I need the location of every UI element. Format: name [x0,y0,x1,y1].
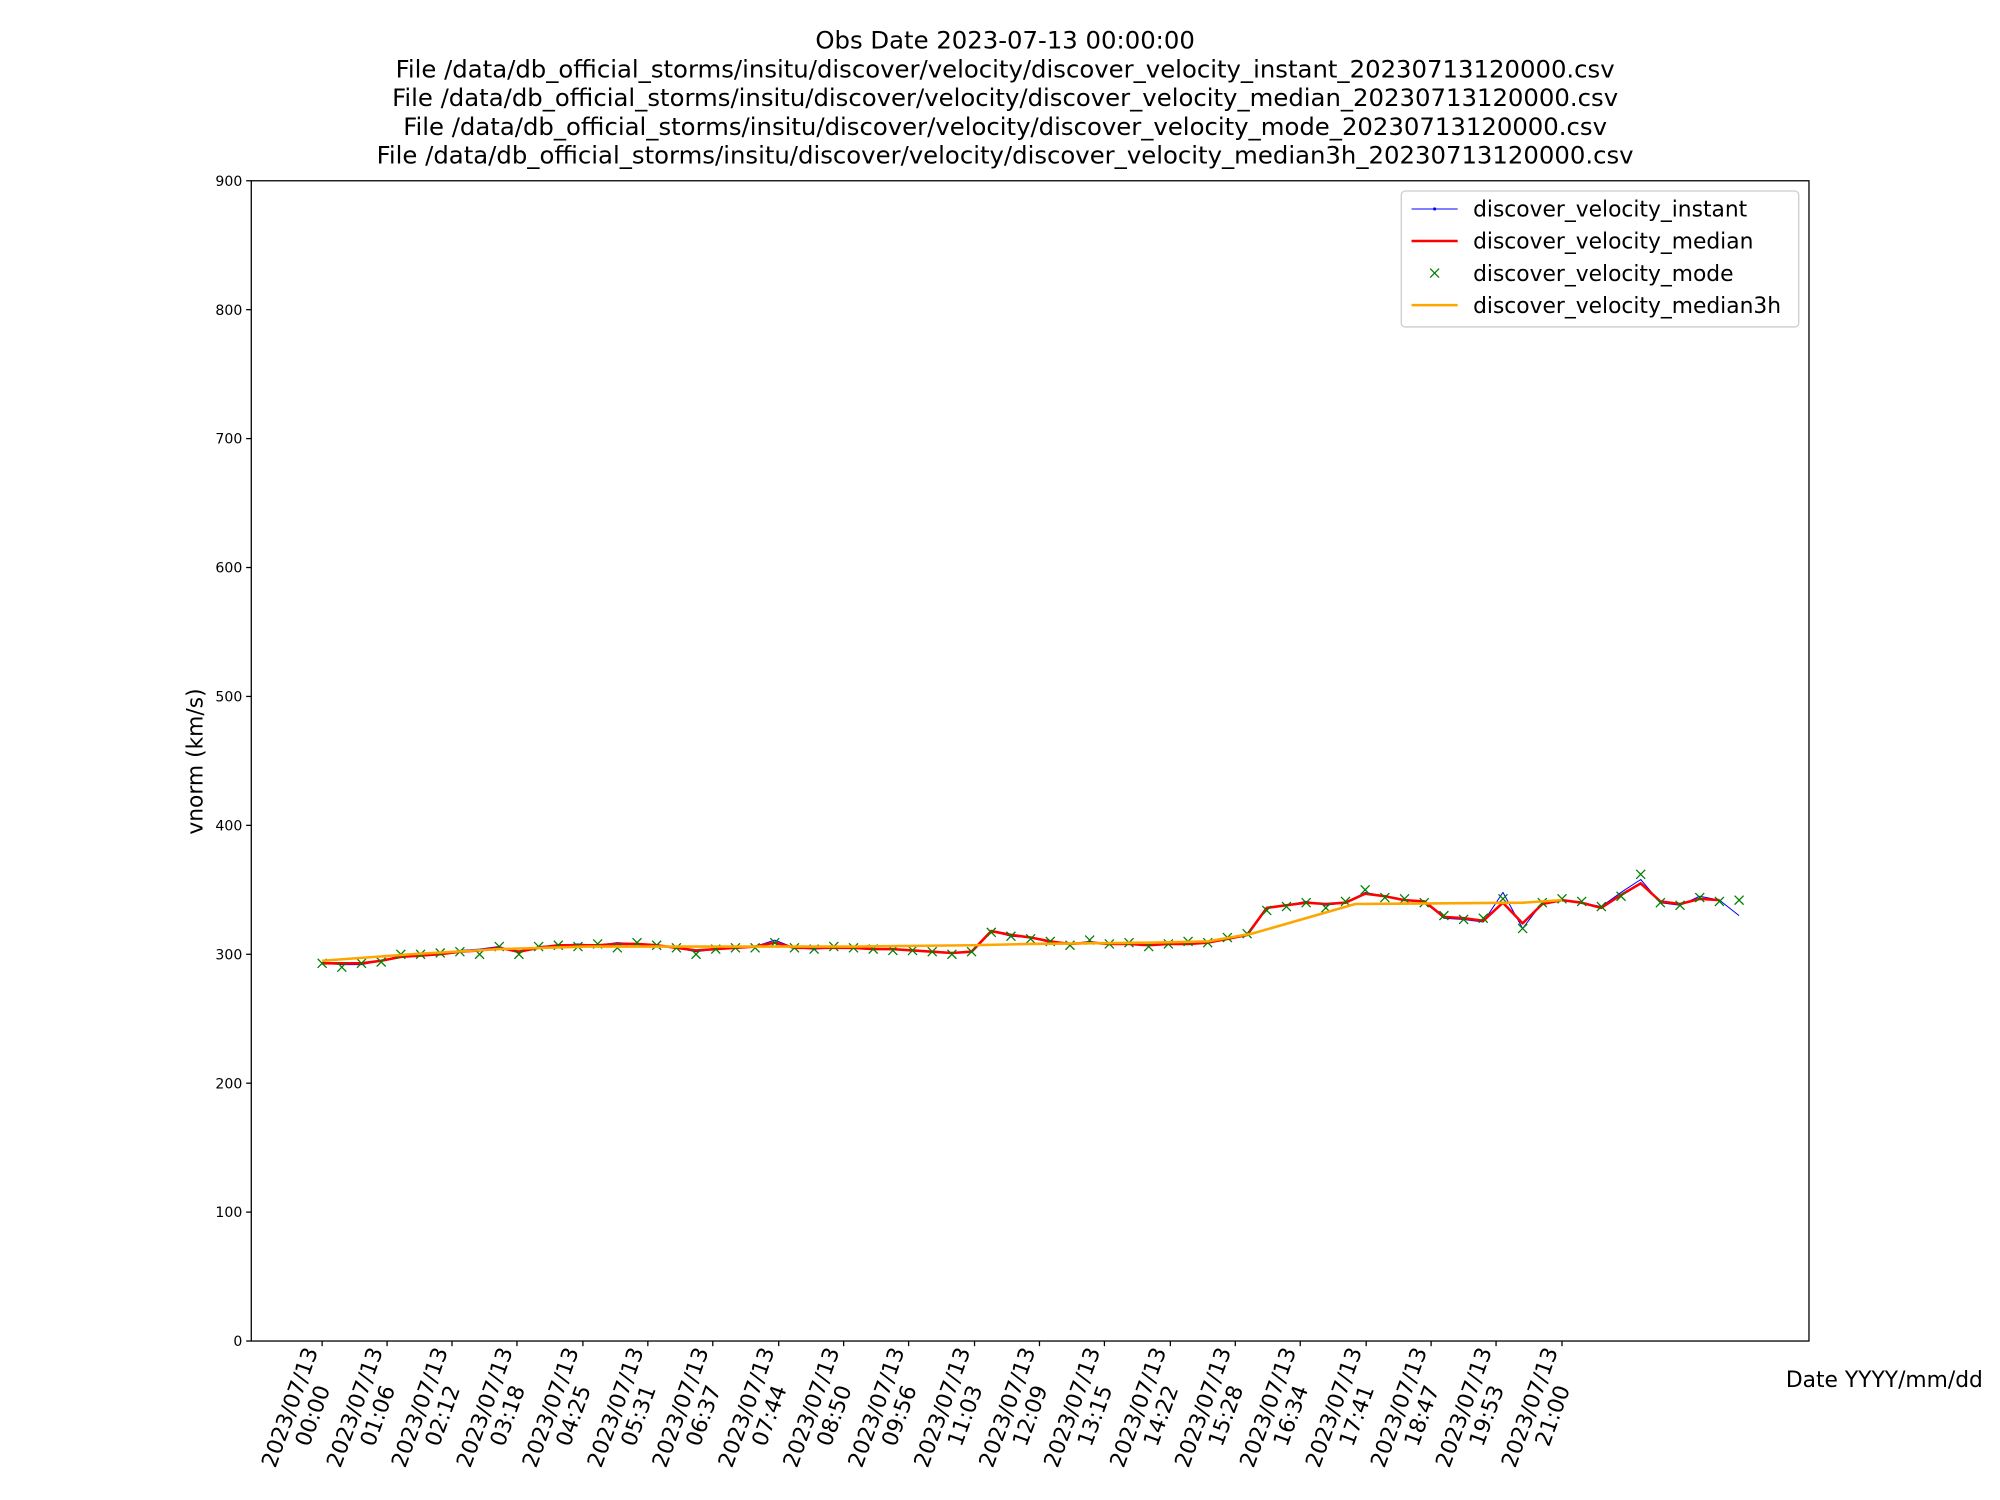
chart-title: File /data/db_official_storms/insitu/dis… [396,54,1615,83]
y-axis-label: vnorm (km/s) [184,688,209,834]
mode-marker [1675,900,1686,911]
mode-marker [1714,896,1725,907]
mode-marker [1360,884,1371,895]
mode-marker [1399,893,1410,904]
mode-marker [612,942,623,953]
mode-marker [1301,897,1312,908]
mode-marker [1694,892,1705,903]
chart-title: File /data/db_official_storms/insitu/dis… [392,83,1618,112]
mode-marker [966,946,977,957]
y-tick-label: 800 [215,303,242,319]
mode-marker [1025,933,1036,944]
mode-marker [336,962,347,973]
mode-marker [927,946,938,957]
y-tick-label: 400 [215,818,242,834]
y-tick-label: 200 [215,1076,242,1092]
mode-marker [1557,893,1567,904]
plot-frame [250,180,1810,1342]
mode-marker [1340,896,1351,907]
mode-marker [1379,892,1390,903]
y-tick-label: 300 [215,947,242,963]
series-line [322,898,1563,962]
mode-marker [730,942,741,953]
mode-marker [356,958,367,969]
mode-marker [1616,891,1626,902]
chart-title: File /data/db_official_storms/insitu/dis… [403,112,1607,141]
mode-marker [1458,914,1469,925]
mode-marker [1576,896,1587,907]
mode-marker [376,957,387,967]
mode-marker [513,949,524,960]
mode-marker [946,949,957,960]
mode-marker [1635,869,1646,880]
mode-marker [1596,901,1607,912]
mode-marker [1478,913,1489,924]
chart-title: File /data/db_official_storms/insitu/dis… [377,141,1634,170]
mode-marker [848,942,859,953]
mode-marker [750,942,761,953]
y-tick-label: 0 [233,1334,242,1350]
mode-marker [671,942,682,953]
mode-marker [691,949,701,960]
legend-swatch-marker [1429,268,1440,279]
y-tick-label: 600 [215,561,242,577]
mode-marker [533,941,544,952]
mode-marker [1537,897,1548,908]
mode-marker [986,927,997,938]
legend-label: discover_velocity_mode [1473,262,1733,287]
y-tick-label: 700 [215,432,242,448]
y-tick-label: 500 [215,690,242,706]
mode-marker [651,940,662,951]
mode-marker [1261,905,1272,916]
mode-marker [1734,895,1745,906]
legend-label: discover_velocity_median3h [1473,294,1781,319]
mode-marker [1517,923,1528,934]
y-tick-label: 100 [215,1205,242,1221]
legend-swatch-marker [1433,207,1437,211]
mode-marker [1655,897,1666,908]
mode-marker [1438,910,1449,921]
mode-marker [1005,931,1016,942]
y-tick-label: 900 [215,174,242,190]
x-axis-label: Date YYYY/mm/dd [1786,1368,1983,1393]
legend-label: discover_velocity_instant [1473,198,1748,223]
series-line [322,882,1720,965]
legend-box [1400,190,1800,328]
mode-marker [1281,901,1292,912]
mode-marker [789,942,800,953]
legend-label: discover_velocity_median [1473,230,1753,255]
chart-title: Obs Date 2023-07-13 00:00:00 [815,26,1195,55]
mode-marker [907,945,918,956]
